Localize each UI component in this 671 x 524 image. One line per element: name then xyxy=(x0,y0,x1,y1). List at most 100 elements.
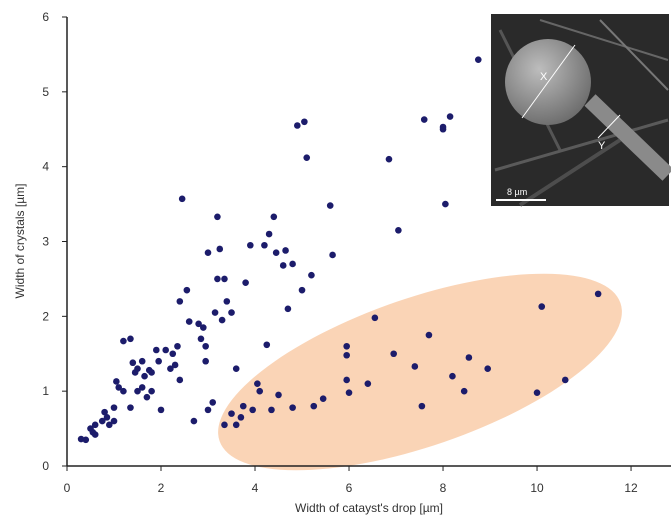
scatter-point xyxy=(120,338,127,345)
scatter-point xyxy=(113,378,120,385)
y-tick-label: 6 xyxy=(42,10,49,24)
scatter-point xyxy=(273,249,280,256)
scatter-point xyxy=(254,380,261,387)
scatter-point xyxy=(120,388,127,395)
scatter-point xyxy=(289,261,296,268)
scatter-point xyxy=(214,214,221,221)
scatter-point xyxy=(268,407,275,414)
scatter-point xyxy=(442,201,449,208)
y-tick-label: 3 xyxy=(42,235,49,249)
scatter-point xyxy=(205,249,212,256)
y-tick-label: 4 xyxy=(42,160,49,174)
scatter-point xyxy=(285,306,292,313)
scatter-point xyxy=(310,403,317,410)
scatter-point xyxy=(475,56,482,63)
y-tick-label: 5 xyxy=(42,85,49,99)
scatter-point xyxy=(484,365,491,372)
scatter-point xyxy=(386,156,393,163)
scatter-point xyxy=(139,358,146,365)
scatter-point xyxy=(141,373,148,380)
x-tick-label: 2 xyxy=(158,481,165,495)
inset-scale-label: 8 µm xyxy=(507,187,527,197)
scatter-point xyxy=(426,332,433,339)
scatter-point xyxy=(169,350,176,357)
inset-label: X xyxy=(540,71,548,83)
scatter-point xyxy=(233,365,240,372)
scatter-point xyxy=(186,318,193,325)
scatter-point xyxy=(202,343,209,350)
scatter-point xyxy=(282,247,289,254)
scatter-point xyxy=(198,335,205,342)
scatter-point xyxy=(153,347,160,354)
scatter-point xyxy=(155,358,162,365)
x-tick-label: 12 xyxy=(624,481,638,495)
scatter-point xyxy=(111,404,118,411)
scatter-point xyxy=(83,437,90,444)
scatter-point xyxy=(92,431,99,438)
scatter-point xyxy=(275,392,282,399)
scatter-point xyxy=(538,303,545,310)
scatter-point xyxy=(242,279,249,286)
y-axis-title: Width of crystals [µm] xyxy=(13,184,27,299)
scatter-point xyxy=(111,418,118,425)
scatter-point xyxy=(191,418,198,425)
scatter-point xyxy=(346,389,353,396)
scatter-point xyxy=(466,354,473,361)
scatter-point xyxy=(224,298,231,305)
scatter-point xyxy=(104,414,111,421)
scatter-point xyxy=(212,309,219,316)
scatter-point xyxy=(419,403,426,410)
scatter-point xyxy=(92,422,99,429)
scatter-point xyxy=(390,350,397,357)
scatter-point xyxy=(127,404,134,411)
scatter-point xyxy=(209,399,216,406)
highlight-region xyxy=(195,233,644,511)
scatter-point xyxy=(263,341,270,348)
scatter-point xyxy=(327,202,334,209)
scatter-point xyxy=(200,324,207,331)
scatter-point xyxy=(238,414,245,421)
scatter-point xyxy=(205,407,212,414)
x-tick-label: 6 xyxy=(346,481,353,495)
chart: X Y 8 µm Width of catayst's drop [µm] Wi… xyxy=(0,0,671,519)
x-tick-label: 10 xyxy=(530,481,544,495)
x-tick-label: 4 xyxy=(252,481,259,495)
scatter-point xyxy=(148,369,155,376)
scatter-point xyxy=(148,388,155,395)
scatter-point xyxy=(139,384,146,391)
y-tick-label: 0 xyxy=(42,459,49,473)
scatter-point xyxy=(249,407,256,414)
scatter-point xyxy=(216,246,223,253)
y-tick-label: 2 xyxy=(42,309,49,323)
scatter-point xyxy=(301,118,308,125)
scatter-point xyxy=(534,389,541,396)
scatter-point xyxy=(320,395,327,402)
scatter-point xyxy=(158,407,165,414)
scatter-point xyxy=(144,394,151,401)
scatter-point xyxy=(247,242,254,249)
x-tick-label: 8 xyxy=(440,481,447,495)
scatter-point xyxy=(447,113,454,120)
scatter-point xyxy=(412,363,419,370)
scatter-point xyxy=(372,315,379,322)
scatter-point xyxy=(174,343,181,350)
scatter-point xyxy=(562,377,569,384)
scatter-point xyxy=(266,231,273,238)
scatter-point xyxy=(299,287,306,294)
scatter-point xyxy=(130,359,137,366)
scatter-point xyxy=(179,196,186,203)
scatter-point xyxy=(172,362,179,369)
scatter-point xyxy=(219,317,226,324)
scatter-point xyxy=(294,122,301,129)
scatter-point xyxy=(221,276,228,283)
scatter-point xyxy=(449,373,456,380)
scatter-point xyxy=(240,403,247,410)
scatter-point xyxy=(177,377,184,384)
x-axis-title: Width of catayst's drop [µm] xyxy=(295,501,443,515)
scatter-point xyxy=(395,227,402,234)
scatter-point xyxy=(127,335,134,342)
scatter-point xyxy=(261,242,268,249)
inset-image: X Y 8 µm xyxy=(491,14,669,206)
scatter-point xyxy=(308,272,315,279)
scatter-point xyxy=(228,410,235,417)
